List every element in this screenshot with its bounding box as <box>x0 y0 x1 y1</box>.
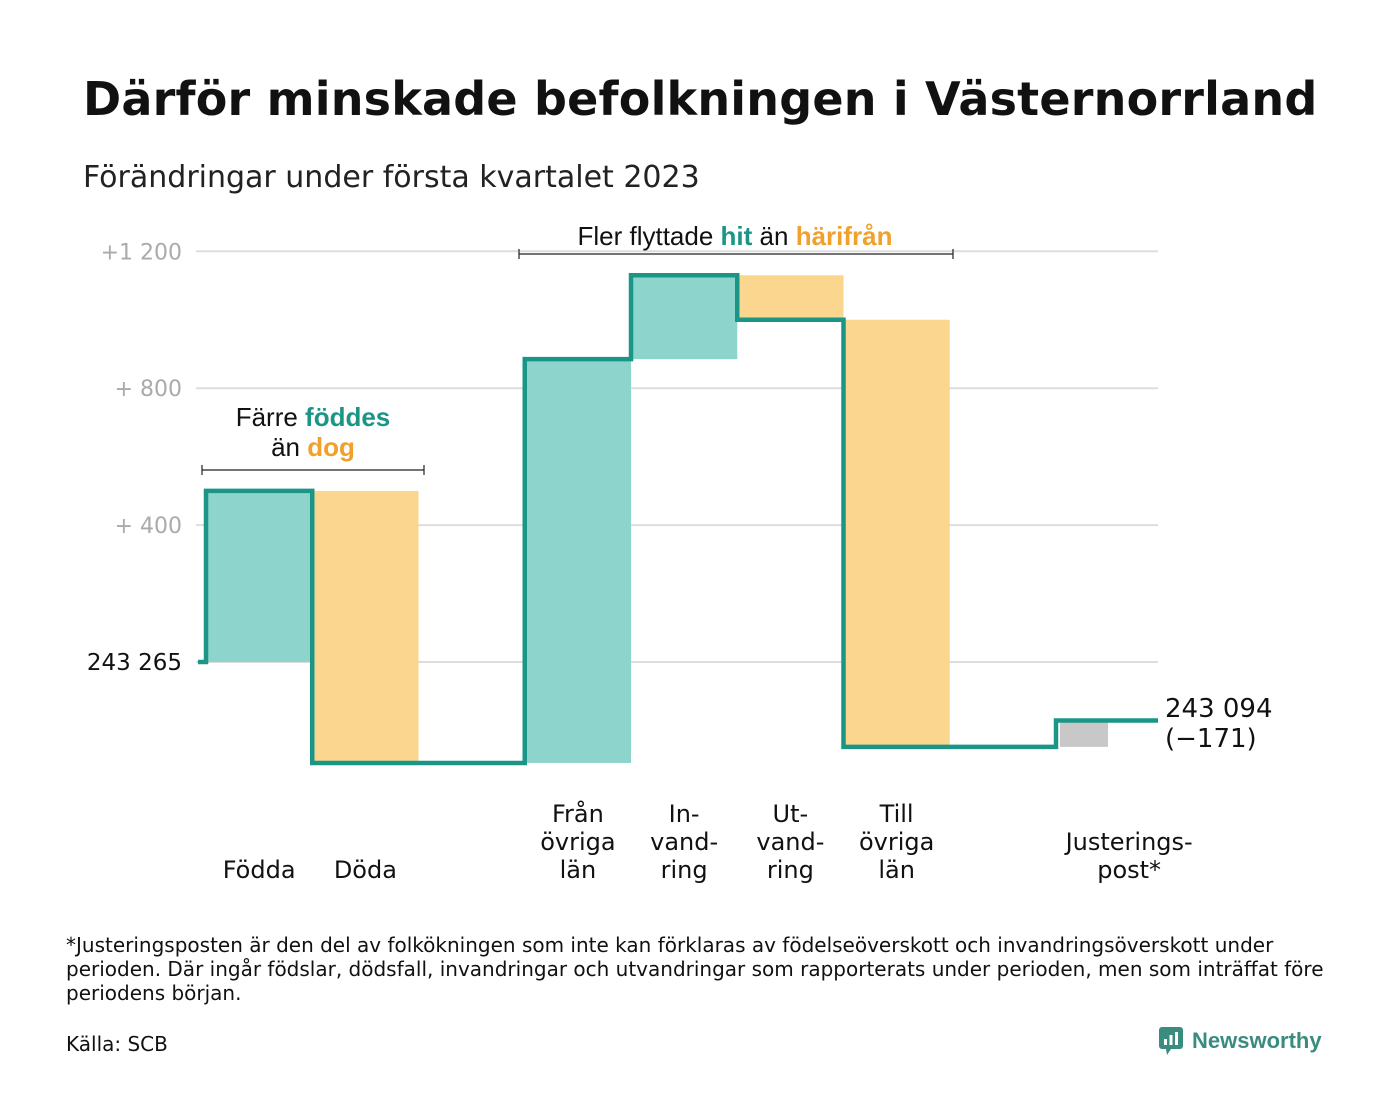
category-label: Födda <box>223 856 296 884</box>
brand-name: Newsworthy <box>1192 1028 1322 1053</box>
baseline-value-label: 243 265 <box>87 650 182 676</box>
category-label: ring <box>661 856 708 884</box>
category-label: post* <box>1097 856 1161 884</box>
category-label: ring <box>767 856 814 884</box>
annotation-births-deaths-line2: än dog <box>271 432 355 462</box>
category-label: In- <box>669 800 700 828</box>
category-label: Till <box>879 800 914 828</box>
category-label: vand- <box>650 828 718 856</box>
category-label: övriga <box>859 828 934 856</box>
y-tick-label: +1 200 <box>101 240 182 265</box>
y-tick-label: + 800 <box>115 377 182 402</box>
footnote: *Justeringsposten är den del av folkökni… <box>66 933 1324 1005</box>
bar-till <box>843 319 950 747</box>
end-value-label: 243 094 <box>1165 694 1273 724</box>
bar-in <box>631 275 738 360</box>
bar-födda <box>206 490 313 662</box>
cumulative-step-line <box>198 273 1158 766</box>
annotation-births-deaths: Färre föddes <box>236 402 391 432</box>
bar-döda <box>312 490 419 763</box>
chart-title: Därför minskade befolkningen i Västernor… <box>83 72 1318 126</box>
category-label: län <box>560 856 597 884</box>
category-label: Ut- <box>773 800 809 828</box>
category-label: Från <box>552 799 604 828</box>
bar-justerings <box>1060 720 1108 747</box>
category-label: län <box>878 856 915 884</box>
category-label: vand- <box>756 828 824 856</box>
category-label: övriga <box>540 828 615 856</box>
chart-subtitle: Förändringar under första kvartalet 2023 <box>83 160 700 195</box>
end-value-label: (−171) <box>1165 724 1257 754</box>
annotation-migration: Fler flyttade hit än härifrån <box>577 221 892 251</box>
category-label: Döda <box>334 856 397 884</box>
waterfall-chart: + 400 + 800 +1 200 243 265 243 094(−171) Född… <box>87 221 1273 884</box>
category-label: Justerings- <box>1064 828 1193 856</box>
brand-logo[interactable]: Newsworthy <box>1158 1026 1322 1056</box>
newsworthy-logo-icon <box>1159 1027 1183 1055</box>
y-tick-label: + 400 <box>115 514 182 539</box>
bar-ut <box>737 275 844 320</box>
source-label: Källa: SCB <box>66 1032 168 1056</box>
bar-från <box>524 359 631 763</box>
